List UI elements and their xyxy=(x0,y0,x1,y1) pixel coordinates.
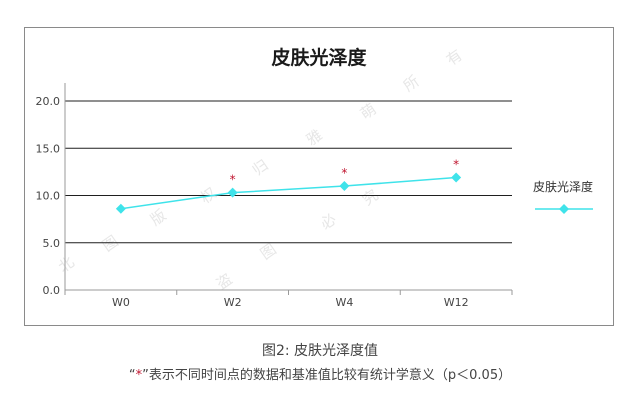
figure-caption: 图2: 皮肤光泽度值 xyxy=(261,343,379,359)
watermark-char: 有 xyxy=(443,46,466,69)
note-open-quote: “ xyxy=(128,368,136,383)
tick-labels: 0.0 5.0 10.0 15.0 20.0 W0 W2 W4 W12 xyxy=(36,95,469,309)
significance-note: “*”表示不同时间点的数据和基准值比较有统计学意义（p＜0.05） xyxy=(0,364,640,383)
watermark-char: 必 xyxy=(317,210,340,233)
data-point-marker xyxy=(451,172,462,183)
watermark-char: 北 xyxy=(55,253,78,276)
chart-title: 皮肤光泽度 xyxy=(271,47,367,69)
watermark-char: 归 xyxy=(249,156,272,179)
significance-star: * xyxy=(453,158,459,172)
legend: 皮肤光泽度 xyxy=(533,178,613,217)
series-line-path xyxy=(120,176,457,210)
data-point-marker xyxy=(339,181,350,192)
y-tick-label: 15.0 xyxy=(36,142,61,155)
significance-star: * xyxy=(230,173,236,187)
watermark-char: 图 xyxy=(99,232,122,255)
y-tick-label: 5.0 xyxy=(43,237,61,250)
chart-frame: 皮肤光泽度 北图版权归雅萌所有盗图必究 * * * 0.0 5.0 10.0 15.0 20… xyxy=(24,27,614,326)
data-point-marker xyxy=(227,187,238,198)
note-star: * xyxy=(135,368,143,383)
data-point-marker xyxy=(115,203,126,214)
y-tick-label: 10.0 xyxy=(36,190,61,203)
axes xyxy=(64,83,513,295)
watermark-char: 究 xyxy=(359,186,382,209)
legend-diamond-marker xyxy=(559,204,569,214)
legend-label: 皮肤光泽度 xyxy=(533,180,594,194)
legend-swatch xyxy=(535,204,593,214)
x-tick-label: W2 xyxy=(224,296,242,309)
series-line: * * * xyxy=(115,158,462,214)
watermark-char: 萌 xyxy=(357,100,380,123)
x-tick-label: W0 xyxy=(112,296,130,309)
significance-star: * xyxy=(341,166,347,180)
watermark-char: 所 xyxy=(400,72,423,95)
note-text: ”表示不同时间点的数据和基准值比较有统计学意义（p＜0.05） xyxy=(142,368,512,383)
x-tick-label: W4 xyxy=(335,296,353,309)
watermark-char: 版 xyxy=(147,206,170,229)
watermark-char: 雅 xyxy=(303,126,326,149)
watermark-char: 图 xyxy=(257,240,280,263)
y-tick-label: 0.0 xyxy=(43,284,61,297)
x-tick-label: W12 xyxy=(444,296,469,309)
gridlines xyxy=(65,100,512,244)
y-tick-label: 20.0 xyxy=(36,95,61,108)
